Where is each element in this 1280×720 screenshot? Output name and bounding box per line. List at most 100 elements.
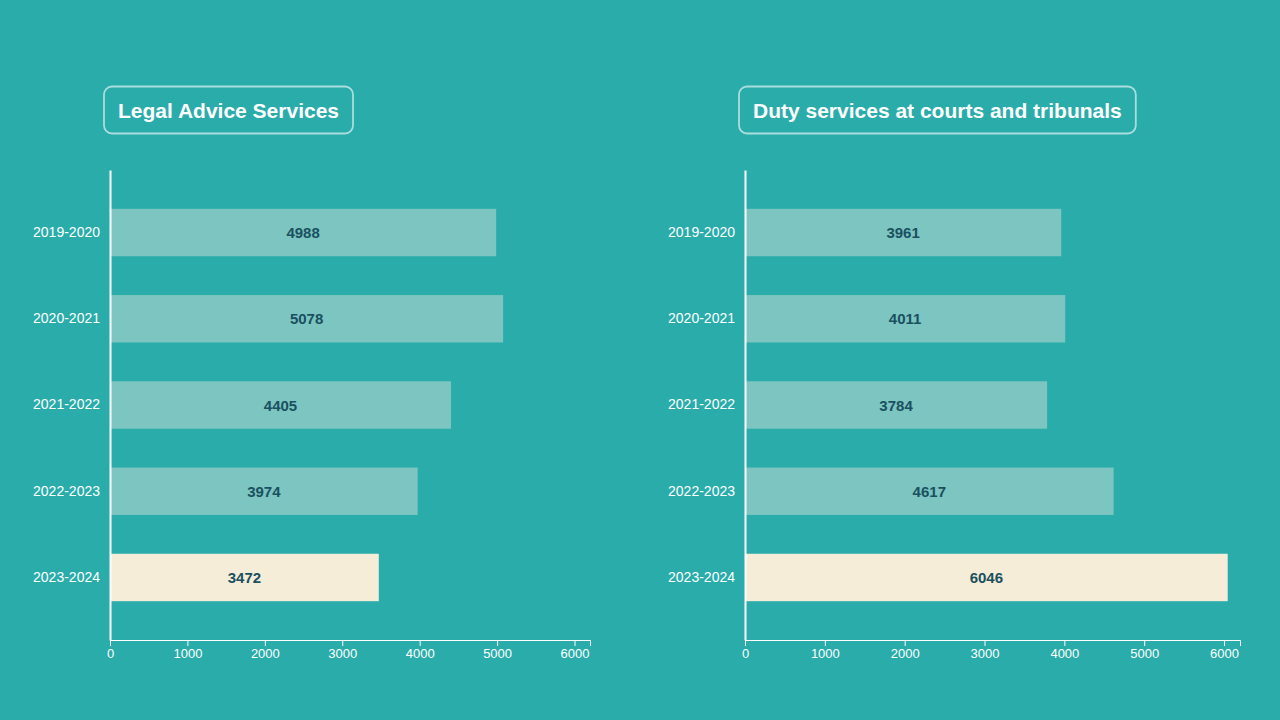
tick-label: 5000 <box>483 646 512 661</box>
axis-line <box>110 171 112 641</box>
y-tick: 2019-2020 <box>33 224 100 240</box>
bar <box>745 554 1228 601</box>
bars <box>110 209 503 601</box>
y-axis: 2019-2020 2020-2021 2021-2022 2022-2023 2023… <box>668 171 745 641</box>
x-axis: 0 1000 2000 3000 4000 5000 6000 <box>742 640 1241 661</box>
tick-mark <box>497 640 498 646</box>
data-label: 4405 <box>264 397 297 414</box>
x-tick: 6000 <box>561 640 590 661</box>
data-labels: 4988 5078 4405 3974 3472 <box>228 224 324 586</box>
y-tick: 2020-2021 <box>668 310 735 326</box>
data-label: 3961 <box>886 224 919 241</box>
tick-label: 3000 <box>971 646 1000 661</box>
title-box <box>739 87 1136 134</box>
tick-label: 3000 <box>328 646 357 661</box>
bar <box>745 381 1047 428</box>
y-tick: 2021-2022 <box>33 396 100 412</box>
tick-mark <box>1064 640 1065 646</box>
bar <box>110 295 503 342</box>
data-label: 4011 <box>889 310 922 327</box>
category-label: 2020-2021 <box>668 310 735 326</box>
tick-label: 0 <box>107 646 114 661</box>
tick-label: 4000 <box>406 646 435 661</box>
tick-mark <box>745 640 746 646</box>
title-group: Duty services at courts and tribunals <box>739 87 1136 134</box>
y-tick: 2021-2022 <box>668 396 735 412</box>
category-label: 2021-2022 <box>33 396 100 412</box>
category-label: 2021-2022 <box>668 396 735 412</box>
data-label: 5078 <box>290 310 323 327</box>
data-label: 4988 <box>286 224 319 241</box>
bar <box>110 381 451 428</box>
x-tick: 1000 <box>811 640 840 661</box>
x-tick: 3000 <box>328 640 357 661</box>
y-axis: 2019-2020 2020-2021 2021-2022 2022-2023 2023… <box>33 171 110 641</box>
y-tick: 2019-2020 <box>668 224 735 240</box>
x-tick: 2000 <box>891 640 920 661</box>
category-label: 2020-2021 <box>33 310 100 326</box>
axis-line <box>746 641 1241 647</box>
tick-mark <box>187 640 188 646</box>
x-axis: 0 1000 2000 3000 4000 5000 6000 <box>107 640 591 661</box>
category-label: 2019-2020 <box>33 224 100 240</box>
x-tick: 3000 <box>971 640 1000 661</box>
chart-title: Duty services at courts and tribunals <box>753 99 1122 122</box>
x-tick: 5000 <box>483 640 512 661</box>
tick-label: 2000 <box>891 646 920 661</box>
tick-label: 6000 <box>561 646 590 661</box>
bar <box>110 209 496 256</box>
x-tick: 6000 <box>1210 640 1239 661</box>
tick-label: 5000 <box>1130 646 1159 661</box>
y-tick: 2020-2021 <box>33 310 100 326</box>
x-tick: 0 <box>107 640 114 661</box>
axis-line <box>745 171 747 641</box>
category-label: 2023-2024 <box>33 569 100 585</box>
tick-label: 2000 <box>251 646 280 661</box>
tick-label: 1000 <box>173 646 202 661</box>
x-tick: 4000 <box>406 640 435 661</box>
chart-canvas: 0 1000 2000 3000 4000 5000 6000 2019-2020 2020-2… <box>0 0 1280 720</box>
tick-mark <box>342 640 343 646</box>
bar <box>745 295 1065 342</box>
y-tick: 2022-2023 <box>33 483 100 499</box>
data-label: 6046 <box>970 569 1003 586</box>
tick-label: 6000 <box>1210 646 1239 661</box>
category-label: 2022-2023 <box>33 483 100 499</box>
tick-mark <box>420 640 421 646</box>
y-tick: 2022-2023 <box>668 483 735 499</box>
chart-title: Legal Advice Services <box>118 99 339 122</box>
y-tick: 2023-2024 <box>33 569 100 585</box>
data-labels: 3961 4011 3784 4617 6046 <box>879 224 1003 586</box>
category-label: 2022-2023 <box>668 483 735 499</box>
tick-label: 0 <box>742 646 749 661</box>
y-tick: 2023-2024 <box>668 569 735 585</box>
data-label: 3784 <box>879 397 913 414</box>
data-label: 3472 <box>228 569 261 586</box>
title-group: Legal Advice Services <box>104 87 353 134</box>
data-label: 4617 <box>913 483 946 500</box>
x-tick: 0 <box>742 640 749 661</box>
tick-mark <box>575 640 576 646</box>
tick-label: 1000 <box>811 646 840 661</box>
tick-mark <box>905 640 906 646</box>
tick-mark <box>825 640 826 646</box>
tick-mark <box>265 640 266 646</box>
data-label: 3974 <box>247 483 281 500</box>
chart-panel: 0 1000 2000 3000 4000 5000 6000 2019-2020 2020-2… <box>668 171 1240 662</box>
bars <box>745 209 1228 601</box>
axis-line <box>111 641 591 647</box>
tick-mark <box>110 640 111 646</box>
bar <box>110 554 379 601</box>
category-label: 2019-2020 <box>668 224 735 240</box>
x-tick: 4000 <box>1050 640 1079 661</box>
bar <box>110 468 418 515</box>
bar <box>745 468 1114 515</box>
tick-mark <box>1224 640 1225 646</box>
bar <box>745 209 1061 256</box>
tick-label: 4000 <box>1050 646 1079 661</box>
title-box <box>104 87 353 134</box>
tick-mark <box>985 640 986 646</box>
x-tick: 5000 <box>1130 640 1159 661</box>
chart-panel: 0 1000 2000 3000 4000 5000 6000 2019-2020 2020-2… <box>33 171 590 662</box>
x-tick: 1000 <box>173 640 202 661</box>
